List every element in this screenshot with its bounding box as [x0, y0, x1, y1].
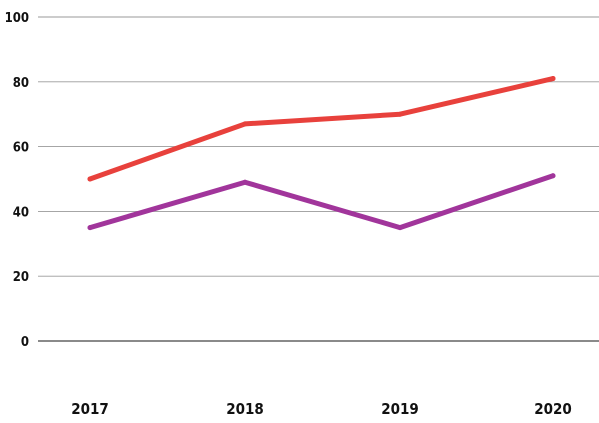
y-tick-label: 20 — [13, 270, 29, 285]
x-axis-ticks: 2017 2018 2019 2020 — [71, 400, 572, 418]
y-tick-label: 40 — [13, 205, 29, 220]
y-tick-label: 100 — [5, 11, 29, 26]
x-tick-label: 2018 — [226, 400, 264, 418]
series-1-point — [87, 176, 93, 182]
y-tick-label: 60 — [13, 141, 29, 156]
series-1-point — [397, 111, 403, 117]
series-1-point — [550, 76, 556, 82]
grid-lines — [38, 16, 599, 342]
y-tick-label: 0 — [21, 335, 29, 350]
y-tick-label: 80 — [13, 76, 29, 91]
series-2-point — [87, 225, 93, 231]
x-tick-label: 2019 — [381, 400, 419, 418]
series-1-point — [242, 121, 248, 127]
series-2-point — [550, 173, 556, 179]
y-axis-ticks: 0 20 40 60 80 100 — [5, 11, 29, 350]
series-lines — [87, 76, 556, 231]
series-2-point — [397, 225, 403, 231]
x-tick-label: 2020 — [534, 400, 572, 418]
series-line-1 — [87, 76, 556, 182]
x-tick-label: 2017 — [71, 400, 109, 418]
series-line-2 — [87, 173, 556, 231]
series-2-point — [242, 179, 248, 185]
